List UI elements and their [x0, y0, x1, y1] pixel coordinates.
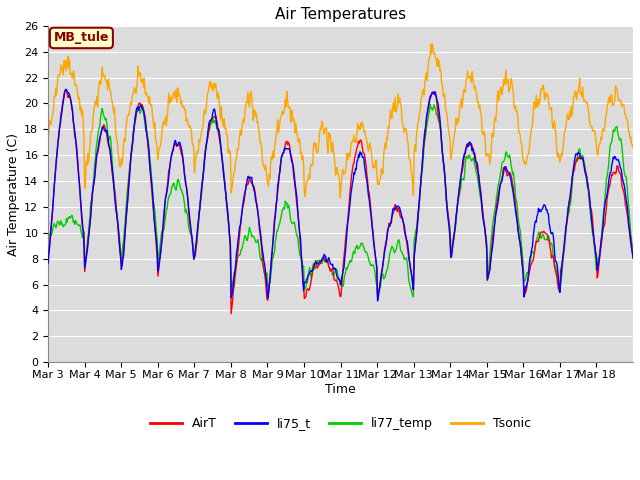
Y-axis label: Air Temperature (C): Air Temperature (C)	[7, 132, 20, 255]
Legend: AirT, li75_t, li77_temp, Tsonic: AirT, li75_t, li77_temp, Tsonic	[145, 412, 536, 435]
Text: MB_tule: MB_tule	[54, 32, 109, 45]
X-axis label: Time: Time	[325, 383, 356, 396]
Title: Air Temperatures: Air Temperatures	[275, 7, 406, 22]
